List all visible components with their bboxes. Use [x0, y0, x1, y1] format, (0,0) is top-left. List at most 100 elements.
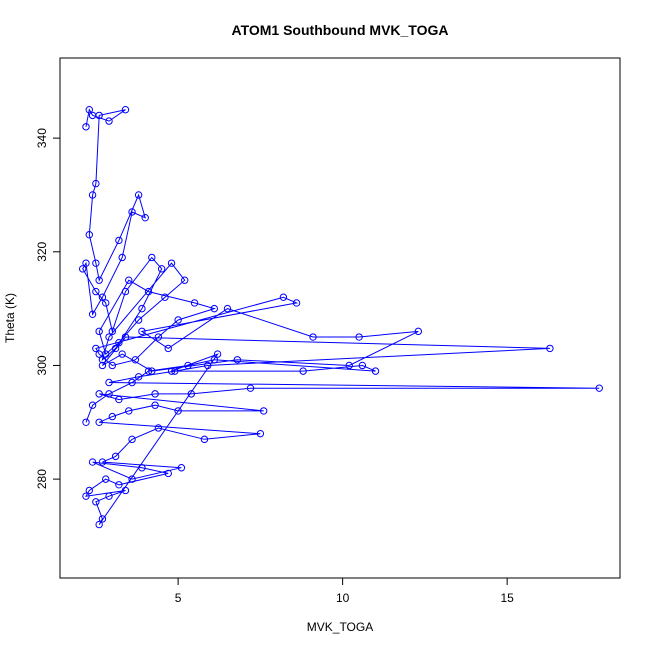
data-point: [82, 123, 90, 131]
data-point: [223, 304, 232, 313]
data-point: [595, 384, 603, 392]
data-point: [92, 498, 100, 506]
data-point: [138, 464, 146, 472]
data-point: [125, 407, 133, 415]
data-point: [108, 327, 117, 336]
data-point: [95, 276, 103, 284]
data-point: [259, 407, 268, 415]
data-point: [256, 429, 265, 438]
data-point: [105, 492, 113, 500]
data-point: [151, 390, 159, 398]
data-point: [355, 333, 363, 341]
data-point: [85, 231, 93, 239]
data-point: [414, 327, 423, 336]
data-point: [128, 435, 136, 444]
data-point: [88, 191, 97, 199]
data-point: [121, 333, 130, 341]
data-point: [92, 344, 100, 353]
data-point: [98, 458, 107, 466]
data-point: [121, 106, 130, 114]
data-point: [105, 117, 113, 125]
data-point: [128, 378, 136, 387]
data-point: [138, 304, 146, 313]
data-point: [105, 390, 113, 398]
data-point: [204, 361, 212, 370]
data-point: [141, 213, 149, 222]
data-point: [184, 361, 192, 370]
data-point: [144, 287, 153, 296]
data-point: [111, 452, 120, 461]
x-tick-label: 15: [500, 591, 514, 605]
data-point: [144, 367, 153, 375]
y-tick-label: 300: [35, 355, 49, 375]
data-point: [98, 293, 107, 301]
data-point: [279, 293, 288, 301]
data-point: [345, 361, 353, 370]
data-point: [95, 418, 103, 426]
data-point: [118, 253, 126, 262]
data-point: [171, 367, 179, 375]
data-point: [161, 293, 169, 301]
data-point: [95, 327, 103, 336]
data-point: [181, 276, 189, 284]
data-point: [134, 191, 143, 199]
data-point: [164, 469, 172, 478]
data-point: [187, 390, 195, 398]
data-point: [292, 299, 301, 307]
data-point: [108, 412, 117, 421]
data-point: [151, 401, 159, 409]
data-point: [371, 367, 380, 375]
data-point: [154, 424, 163, 432]
data-point: [134, 373, 143, 381]
data-point: [177, 464, 186, 472]
data-point: [92, 179, 100, 188]
data-line: [82, 108, 600, 525]
data-point: [102, 475, 110, 483]
data-point: [115, 236, 123, 245]
data-point: [157, 265, 166, 273]
data-point: [148, 253, 156, 262]
plot-frame: [59, 57, 621, 579]
data-point: [92, 287, 100, 296]
data-point: [190, 299, 199, 307]
data-point: [108, 361, 117, 370]
data-point: [121, 287, 130, 296]
data-point: [98, 515, 107, 523]
data-point: [82, 259, 90, 267]
data-point: [105, 333, 113, 341]
data-point: [95, 390, 103, 398]
data-point: [131, 356, 140, 364]
x-tick-label: 5: [175, 591, 182, 605]
y-axis-label: Theta (K): [3, 293, 17, 343]
data-point: [128, 475, 136, 483]
x-axis-label: MVK_TOGA: [307, 620, 373, 634]
data-point: [358, 361, 367, 370]
data-point: [174, 407, 182, 415]
data-point: [82, 492, 90, 500]
data-point: [115, 395, 123, 404]
data-point: [88, 458, 97, 466]
data-point: [200, 435, 209, 444]
data-point: [118, 350, 126, 358]
data-point: [111, 344, 120, 353]
data-point: [92, 259, 100, 267]
data-point: [121, 486, 130, 495]
data-point: [309, 333, 317, 341]
data-point: [98, 356, 107, 364]
data-point: [148, 367, 156, 375]
data-point: [210, 304, 219, 313]
data-point: [105, 378, 113, 387]
y-tick-label: 340: [35, 128, 49, 148]
data-point: [213, 350, 222, 358]
data-point: [546, 344, 554, 353]
data-point: [95, 111, 103, 120]
data-point: [167, 367, 176, 375]
chart-title: ATOM1 Southbound MVK_TOGA: [232, 22, 449, 38]
data-point: [246, 384, 255, 392]
data-point: [85, 106, 93, 114]
data-point: [79, 265, 87, 273]
data-point: [82, 418, 90, 426]
data-point: [174, 316, 182, 324]
data-point: [154, 333, 163, 341]
data-point: [85, 486, 93, 495]
